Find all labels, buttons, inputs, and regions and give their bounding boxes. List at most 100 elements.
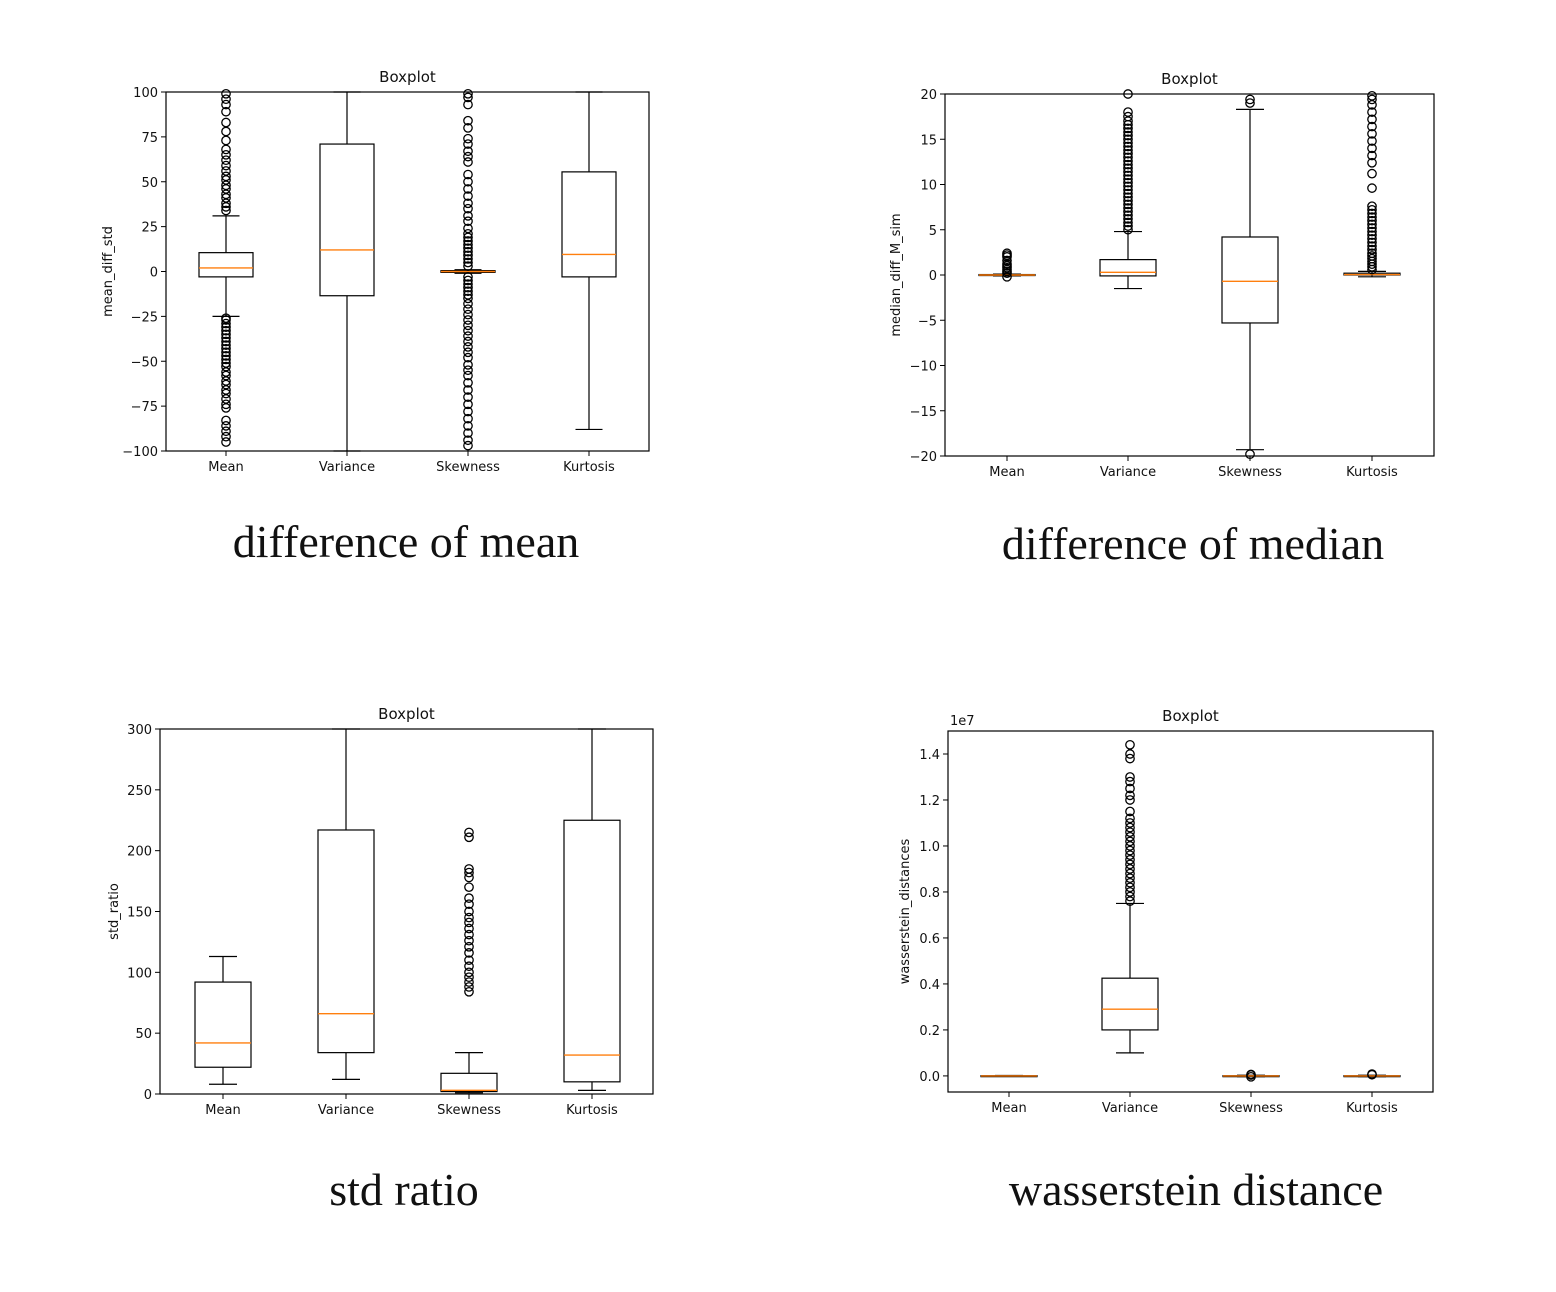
outlier-point — [1367, 230, 1377, 241]
outlier-point — [1367, 168, 1377, 179]
outlier-point — [463, 304, 473, 315]
y-tick-label: 0 — [144, 1088, 152, 1103]
outlier-point — [1367, 136, 1377, 146]
outlier-point — [1125, 783, 1135, 794]
outlier-point — [1367, 223, 1377, 233]
outlier-point — [221, 155, 231, 166]
y-tick-label: 10 — [920, 179, 937, 194]
outlier-point — [463, 88, 473, 99]
outlier-point — [1123, 199, 1133, 210]
outlier-point — [463, 223, 473, 234]
x-tick-label: Skewness — [1218, 465, 1282, 480]
outlier-point — [463, 336, 473, 347]
outlier-point — [1125, 827, 1135, 838]
outlier-point — [1367, 143, 1377, 154]
outlier-point — [221, 94, 231, 105]
boxplot-chart: Boxplot 0 50 100 150 200 250 300 std_ratio Mean Va… — [107, 705, 654, 1118]
outlier-point — [1123, 116, 1133, 127]
outlier-point — [1125, 836, 1135, 847]
y-axis-label: median_diff_M_sim — [889, 213, 904, 336]
outlier-point — [221, 88, 231, 99]
outlier-point — [464, 929, 474, 940]
outlier-point — [221, 347, 231, 358]
outlier-point — [464, 827, 474, 838]
outlier-point — [463, 279, 473, 289]
outlier-point — [463, 184, 473, 194]
y-tick-label: 0 — [150, 266, 158, 281]
outlier-point — [1367, 244, 1377, 255]
outlier-point — [1245, 94, 1255, 105]
outlier-point — [463, 385, 473, 395]
box — [194, 981, 252, 1068]
outlier-point — [1367, 90, 1377, 101]
outlier-point — [463, 216, 473, 227]
outlier-point — [464, 923, 474, 934]
outlier-point — [463, 261, 473, 271]
x-tick-label: Kurtosis — [1346, 465, 1398, 480]
y-tick-label: 100 — [133, 86, 158, 101]
y-tick-label: 300 — [127, 723, 152, 738]
outlier-point — [463, 365, 473, 376]
outlier-point — [1125, 790, 1135, 801]
chart-panel-std-ratio: Boxplot 0 50 100 150 200 250 300 std_ratio Mean Va… — [0, 0, 778, 1140]
box — [440, 1072, 498, 1093]
outlier-point — [221, 205, 231, 216]
outlier-point — [1125, 753, 1135, 764]
plot-frame — [947, 730, 1434, 1093]
outlier-point — [463, 254, 473, 264]
y-tick-label: 0.8 — [919, 886, 940, 901]
outlier-point — [463, 347, 473, 358]
outlier-point — [221, 426, 231, 437]
y-tick-label: −15 — [910, 405, 937, 420]
outlier-point — [463, 123, 473, 133]
x-tick-label: Variance — [1102, 1101, 1158, 1116]
y-tick-label: 5 — [929, 224, 937, 239]
outlier-point — [221, 399, 231, 410]
outlier-point — [464, 982, 474, 992]
caption-std-ratio: std ratio — [329, 1164, 479, 1215]
outlier-point — [464, 986, 474, 997]
outlier-point — [221, 117, 231, 128]
y-tick-label: 0.4 — [919, 978, 940, 993]
outlier-point — [463, 377, 473, 388]
y-tick-label: 150 — [127, 906, 152, 921]
box — [561, 171, 617, 278]
y-axis-label: mean_diff_std — [101, 226, 116, 317]
outlier-point — [221, 333, 231, 343]
outlier-point — [221, 421, 231, 431]
outlier-point — [464, 967, 474, 978]
chart-panel-mean-diff: Boxplot −100 −75 −50 −25 0 25 50 75 100 mean_diff_… — [0, 0, 778, 500]
outlier-point — [221, 329, 231, 340]
outlier-point — [221, 318, 231, 329]
box — [198, 252, 254, 278]
outlier-point — [221, 313, 231, 324]
outlier-point — [1125, 841, 1135, 851]
chart-title: Boxplot — [379, 68, 436, 86]
outlier-point — [1123, 185, 1133, 195]
x-tick-label: Skewness — [436, 460, 500, 475]
chart-title: Boxplot — [378, 705, 435, 723]
outlier-point — [464, 867, 474, 878]
box — [1101, 977, 1159, 1031]
outlier-point — [463, 359, 473, 370]
outlier-point — [1125, 806, 1135, 817]
y-tick-label: 50 — [141, 176, 158, 191]
outlier-point — [1125, 776, 1135, 787]
x-tick-label: Mean — [991, 1101, 1026, 1116]
outlier-point — [464, 906, 474, 917]
outlier-point — [1245, 98, 1255, 108]
outlier-point — [1123, 130, 1133, 141]
outlier-point — [463, 331, 473, 341]
y-tick-label: 15 — [920, 133, 937, 148]
x-tick-label: Mean — [989, 465, 1024, 480]
outlier-point — [1367, 251, 1377, 261]
y-tick-label: 200 — [127, 845, 152, 860]
outlier-point — [1123, 192, 1133, 203]
outlier-point — [1367, 128, 1377, 139]
outlier-point — [463, 286, 473, 297]
x-tick-label: Mean — [208, 460, 243, 475]
boxplot-chart: Boxplot −100 −75 −50 −25 0 25 50 75 100 mean_diff_… — [101, 68, 650, 475]
outlier-point — [221, 99, 231, 110]
outlier-point — [221, 160, 231, 171]
outlier-point — [463, 392, 473, 402]
